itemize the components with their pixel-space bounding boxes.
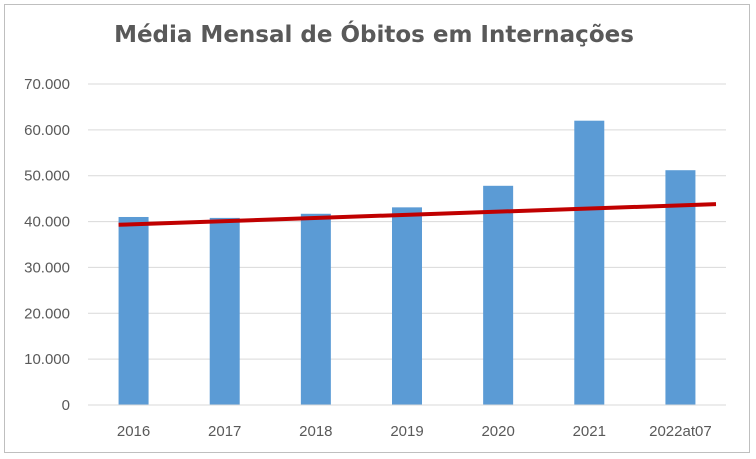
bar bbox=[392, 207, 422, 405]
y-tick-label: 0 bbox=[62, 397, 70, 414]
y-tick-label: 20.000 bbox=[24, 305, 70, 322]
x-axis-tick-labels: 2016 2017 2018 2019 2020 2021 2022at07 bbox=[117, 423, 712, 440]
y-tick-label: 60.000 bbox=[24, 122, 70, 139]
trendline bbox=[118, 202, 717, 227]
x-tick-label: 2022at07 bbox=[649, 423, 712, 440]
bar bbox=[483, 185, 514, 405]
y-tick-label: 30.000 bbox=[24, 259, 70, 276]
y-tick-label: 10.000 bbox=[24, 351, 70, 368]
bar bbox=[574, 120, 605, 405]
trendline-group bbox=[118, 202, 717, 227]
y-tick-label: 70.000 bbox=[24, 76, 70, 93]
y-tick-label: 50.000 bbox=[24, 168, 70, 185]
x-tick-label: 2021 bbox=[573, 423, 606, 440]
y-tick-label: 40.000 bbox=[24, 214, 70, 231]
x-tick-label: 2019 bbox=[390, 423, 423, 440]
bar bbox=[118, 216, 149, 405]
bar bbox=[300, 213, 331, 405]
y-axis-tick-labels: 0 10.000 20.000 30.000 40.000 50.000 60.000 70.… bbox=[24, 76, 70, 414]
chart-title: Média Mensal de Óbitos em Internações bbox=[114, 22, 634, 48]
bar bbox=[665, 170, 696, 405]
bars bbox=[118, 120, 696, 405]
x-tick-label: 2017 bbox=[208, 423, 241, 440]
x-tick-label: 2016 bbox=[117, 423, 150, 440]
bar bbox=[209, 217, 240, 405]
x-tick-label: 2020 bbox=[481, 423, 514, 440]
x-tick-label: 2018 bbox=[299, 423, 332, 440]
